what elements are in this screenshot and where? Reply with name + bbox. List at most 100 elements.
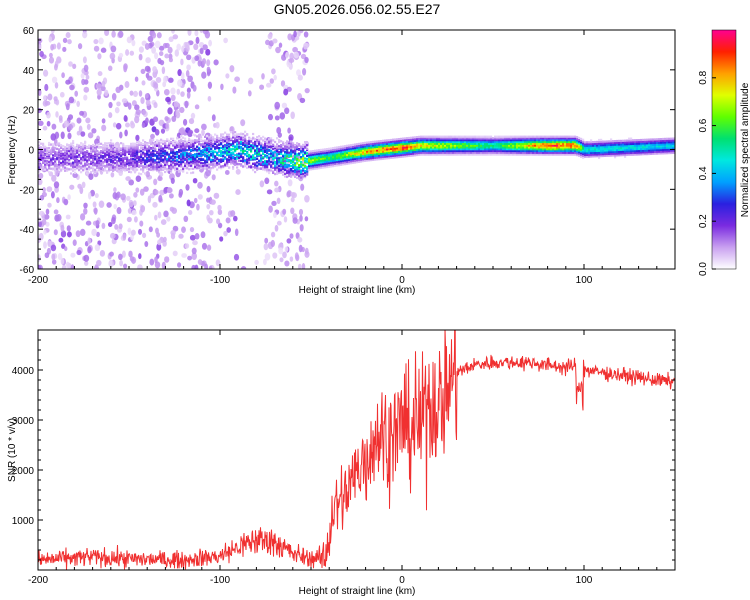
heatmap-cell <box>240 142 243 145</box>
heatmap-cell <box>47 93 53 101</box>
heatmap-cell <box>556 153 559 156</box>
heatmap-cell <box>496 146 499 149</box>
heatmap-cell <box>576 139 579 142</box>
heatmap-cell <box>124 81 130 88</box>
heatmap-cell <box>304 247 309 255</box>
heatmap-cell <box>236 162 239 165</box>
heatmap-cell <box>278 247 284 255</box>
heatmap-cell <box>170 169 173 172</box>
heatmap-cell <box>232 86 237 94</box>
heatmap-cell <box>293 30 297 38</box>
heatmap-cell <box>197 259 203 265</box>
heatmap-cell <box>122 153 125 156</box>
heatmap-cell <box>358 158 361 162</box>
heatmap-cell <box>590 142 593 146</box>
heatmap-cell <box>234 137 237 140</box>
heatmap-cell <box>224 148 227 152</box>
heatmap-cell <box>308 168 311 171</box>
heatmap-cell <box>530 137 533 140</box>
heatmap-cell <box>350 154 353 157</box>
heatmap-cell <box>326 148 329 151</box>
heatmap-cell <box>524 153 527 156</box>
heatmap-cell <box>216 134 219 137</box>
heatmap-cell <box>362 160 365 163</box>
heatmap-cell <box>264 137 267 140</box>
heatmap-cell <box>538 146 541 149</box>
heatmap-cell <box>166 161 169 164</box>
heatmap-cell <box>114 156 117 159</box>
heatmap-cell <box>472 140 475 144</box>
heatmap-cell <box>570 144 573 147</box>
heatmap-cell <box>108 259 114 268</box>
heatmap-cell <box>66 163 69 166</box>
heatmap-cell <box>298 244 303 253</box>
heatmap-cell <box>248 137 251 140</box>
heatmap-cell <box>226 151 229 154</box>
heatmap-cell <box>632 148 635 151</box>
heatmap-cell <box>588 155 591 158</box>
heatmap-cell <box>152 169 155 172</box>
heatmap-cell <box>134 143 137 147</box>
heatmap-cell <box>418 135 421 138</box>
heatmap-cell <box>376 140 379 143</box>
heatmap-cell <box>93 265 100 269</box>
heatmap-cell <box>474 153 477 156</box>
heatmap-cell <box>460 146 463 149</box>
heatmap-cell <box>140 164 143 168</box>
heatmap-cell <box>518 151 521 154</box>
heatmap-cell <box>372 153 375 156</box>
heatmap-cell <box>66 161 69 164</box>
heatmap-cell <box>446 149 449 153</box>
heatmap-cell <box>320 154 323 157</box>
heatmap-cell <box>136 157 139 160</box>
heatmap-cell <box>532 142 535 145</box>
heatmap-cell <box>144 172 147 175</box>
heatmap-cell <box>612 147 615 150</box>
heatmap-cell <box>134 152 137 155</box>
heatmap-cell <box>638 142 641 145</box>
heatmap-cell <box>286 140 289 143</box>
heatmap-cell <box>322 153 325 157</box>
heatmap-cell <box>246 161 249 164</box>
heatmap-cell <box>194 147 197 150</box>
heatmap-cell <box>50 158 53 161</box>
heatmap-cell <box>334 164 337 167</box>
heatmap-cell <box>520 153 523 156</box>
heatmap-cell <box>125 195 131 201</box>
heatmap-cell <box>158 51 164 57</box>
heatmap-cell <box>146 156 149 159</box>
heatmap-cell <box>554 153 557 156</box>
heatmap-cell <box>624 143 627 146</box>
heatmap-cell <box>74 157 77 161</box>
heatmap-cell <box>296 168 299 171</box>
heatmap-cell <box>284 150 287 153</box>
heatmap-cell <box>276 159 279 162</box>
heatmap-cell <box>88 165 91 169</box>
heatmap-cell <box>474 135 477 138</box>
heatmap-cell <box>289 233 294 239</box>
heatmap-cell <box>320 152 323 155</box>
heatmap-cell <box>628 144 631 147</box>
heatmap-cell <box>470 153 473 156</box>
heatmap-cell <box>83 254 90 262</box>
heatmap-cell <box>280 146 283 149</box>
heatmap-cell <box>538 149 541 153</box>
heatmap-cell <box>100 151 103 154</box>
heatmap-cell <box>568 142 571 145</box>
heatmap-cell <box>258 159 261 162</box>
heatmap-cell <box>134 158 137 161</box>
heatmap-cell <box>436 135 439 138</box>
heatmap-cell <box>392 142 395 145</box>
heatmap-cell <box>338 151 341 154</box>
heatmap-cell <box>470 144 473 147</box>
heatmap-cell <box>238 156 241 160</box>
heatmap-cell <box>562 137 565 140</box>
heatmap-cell <box>220 165 223 168</box>
heatmap-cell <box>602 145 605 149</box>
heatmap-cell <box>546 135 549 138</box>
heatmap-cell <box>51 76 58 84</box>
heatmap-cell <box>196 164 199 167</box>
heatmap-cell <box>74 153 77 156</box>
heatmap-cell <box>164 146 167 149</box>
heatmap-cell <box>144 43 150 50</box>
